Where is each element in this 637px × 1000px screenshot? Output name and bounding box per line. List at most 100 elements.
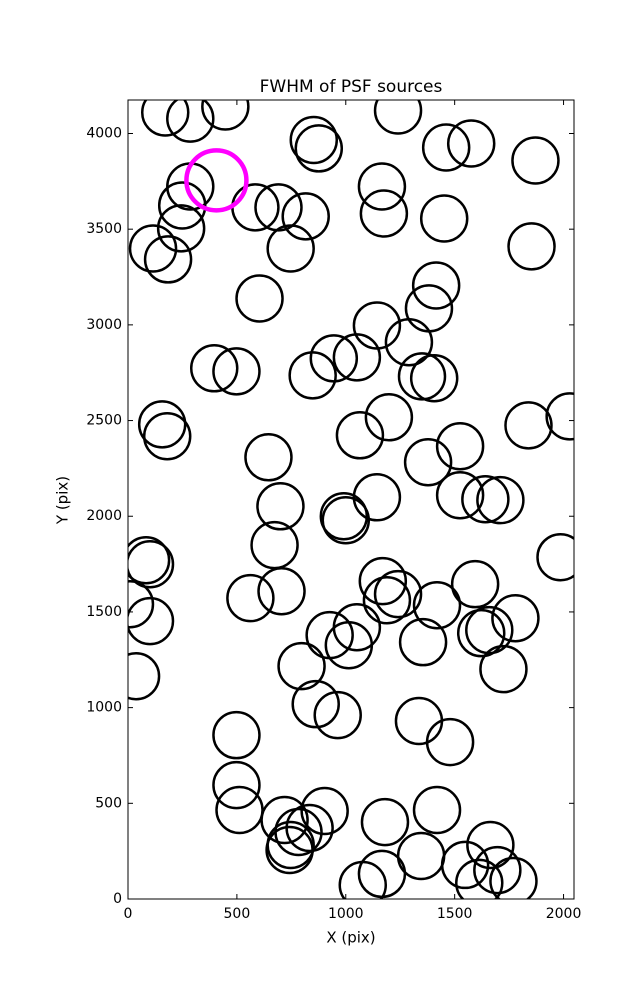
source-marker [507, 222, 556, 271]
source-marker [466, 820, 515, 870]
source-marker [128, 596, 175, 646]
plot-area [128, 100, 574, 899]
y-tick-label: 4000 [86, 125, 122, 141]
source-marker [455, 858, 504, 899]
source-marker [257, 567, 306, 616]
source-marker [277, 641, 326, 691]
source-marker [373, 100, 423, 135]
source-marker [166, 100, 215, 143]
source-marker [212, 710, 261, 760]
source-marker [450, 559, 500, 609]
x-tick-label: 1500 [437, 906, 473, 922]
source-marker [157, 181, 207, 230]
source-marker [384, 318, 434, 367]
source-marker [357, 849, 407, 899]
x-axis-label: X (pix) [326, 929, 375, 947]
source-marker [473, 845, 522, 895]
source-marker [479, 644, 528, 694]
y-tick-label: 500 [95, 795, 122, 811]
x-tick-label: 2000 [546, 906, 582, 922]
source-marker [446, 119, 496, 168]
source-marker [352, 473, 402, 522]
source-marker [324, 620, 374, 670]
source-marker [288, 351, 337, 400]
source-marker [332, 333, 382, 382]
source-marker [364, 393, 414, 442]
source-marker [212, 347, 261, 396]
source-marker [300, 786, 349, 836]
source-marker [156, 204, 206, 253]
source-marker [456, 608, 506, 658]
source-marker [142, 411, 192, 461]
source-marker [256, 482, 305, 531]
source-marker [397, 352, 447, 401]
source-marker [184, 148, 249, 213]
y-tick-label: 1500 [86, 604, 122, 620]
y-axis-label: Y (pix) [54, 476, 72, 525]
source-marker [489, 856, 538, 899]
source-marker [536, 532, 574, 582]
source-marker [358, 556, 408, 606]
source-marker [511, 136, 560, 185]
source-marker [476, 475, 525, 525]
source-marker [421, 123, 471, 172]
source-marker [335, 411, 385, 460]
source-marker [128, 224, 178, 273]
source-marker [281, 192, 330, 241]
source-marker [425, 717, 475, 767]
source-marker [360, 797, 410, 847]
source-marker [412, 580, 462, 630]
source-marker [294, 124, 344, 173]
y-tick-label: 2500 [86, 413, 122, 429]
source-marker [291, 679, 340, 729]
source-marker [362, 576, 412, 625]
source-marker [373, 569, 423, 619]
source-marker [359, 189, 409, 238]
source-marker [201, 100, 250, 131]
source-marker [289, 115, 339, 165]
y-tick-label: 0 [113, 891, 122, 907]
source-marker [357, 162, 407, 211]
source-marker [435, 421, 485, 471]
source-marker [398, 617, 448, 667]
x-tick-label: 0 [124, 906, 133, 922]
source-marker [321, 496, 371, 545]
source-marker [128, 580, 155, 629]
source-marker [313, 690, 362, 740]
y-tick-label: 3000 [86, 317, 122, 333]
source-marker [409, 354, 459, 403]
source-marker [143, 235, 193, 284]
source-marker [504, 401, 553, 450]
source-marker [403, 438, 453, 487]
source-marker [260, 795, 309, 845]
source-marker [440, 840, 490, 890]
x-tick-label: 500 [224, 906, 251, 922]
y-tick-label: 3500 [86, 221, 122, 237]
source-marker [412, 785, 462, 835]
y-tick-label: 2000 [86, 508, 122, 524]
source-marker [491, 593, 540, 643]
source-marker [435, 470, 485, 520]
source-marker [128, 540, 175, 589]
chart-title: FWHM of PSF sources [260, 77, 443, 97]
plot-frame [127, 99, 575, 900]
source-marker [226, 573, 275, 623]
x-tick-label: 1000 [328, 906, 364, 922]
source-marker [411, 261, 461, 310]
y-tick-label: 1000 [86, 700, 122, 716]
source-marker [265, 825, 314, 875]
source-marker [461, 474, 510, 524]
source-marker [244, 433, 293, 482]
source-marker [419, 194, 469, 243]
source-marker [235, 274, 284, 323]
source-marker [266, 224, 315, 273]
source-marker [545, 392, 574, 441]
source-marker [319, 491, 369, 541]
source-marker [128, 651, 161, 701]
source-marker [189, 344, 239, 393]
source-marker [128, 536, 171, 585]
source-marker [465, 605, 514, 655]
source-marker [140, 100, 190, 137]
source-marker [137, 400, 187, 449]
